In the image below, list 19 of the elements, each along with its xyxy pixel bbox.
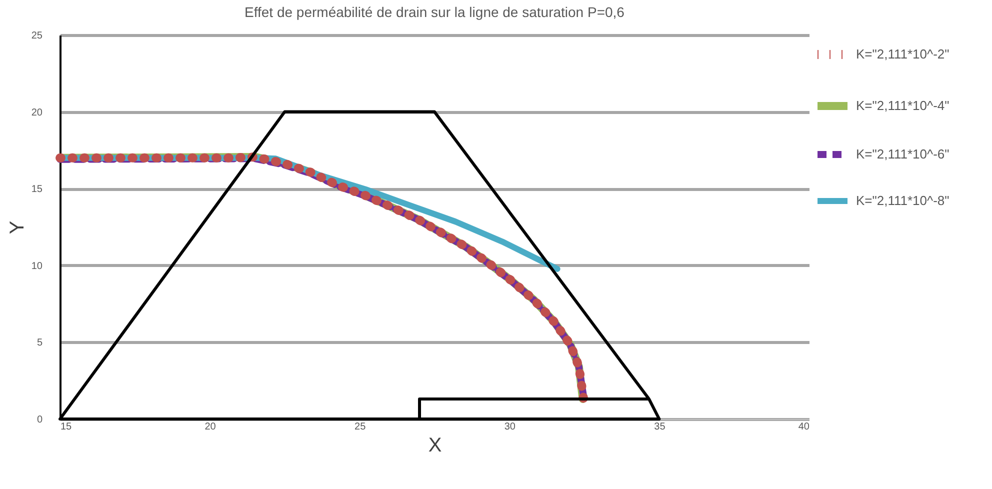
y-tick-label: 25	[31, 30, 43, 42]
y-tick-label: 15	[31, 184, 43, 196]
legend-label: K="2,111*10^-6"	[856, 146, 950, 162]
y-tick-label: 10	[31, 260, 43, 272]
x-tick-label: 25	[354, 422, 366, 432]
legend-label: K="2,111*10^-4"	[856, 98, 950, 113]
y-tick-label: 20	[31, 107, 43, 118]
legend-label: K="2,111*10^-2"	[856, 46, 950, 62]
legend-label: K="2,111*10^-8"	[856, 193, 950, 208]
y-tick-label: 5	[36, 338, 43, 349]
y-tick-label: 0	[36, 414, 43, 426]
y-axis-title: Y	[6, 220, 28, 234]
x-tick-label: 30	[504, 422, 516, 432]
x-tick-label: 35	[654, 422, 666, 432]
x-tick-label: 40	[798, 422, 810, 432]
chart-title: Effet de perméabilité de drain sur la ligne de saturation P=0,6	[244, 4, 625, 20]
x-tick-label: 20	[204, 422, 216, 432]
x-axis-title: X	[428, 434, 442, 456]
x-tick-label: 15	[60, 422, 72, 432]
